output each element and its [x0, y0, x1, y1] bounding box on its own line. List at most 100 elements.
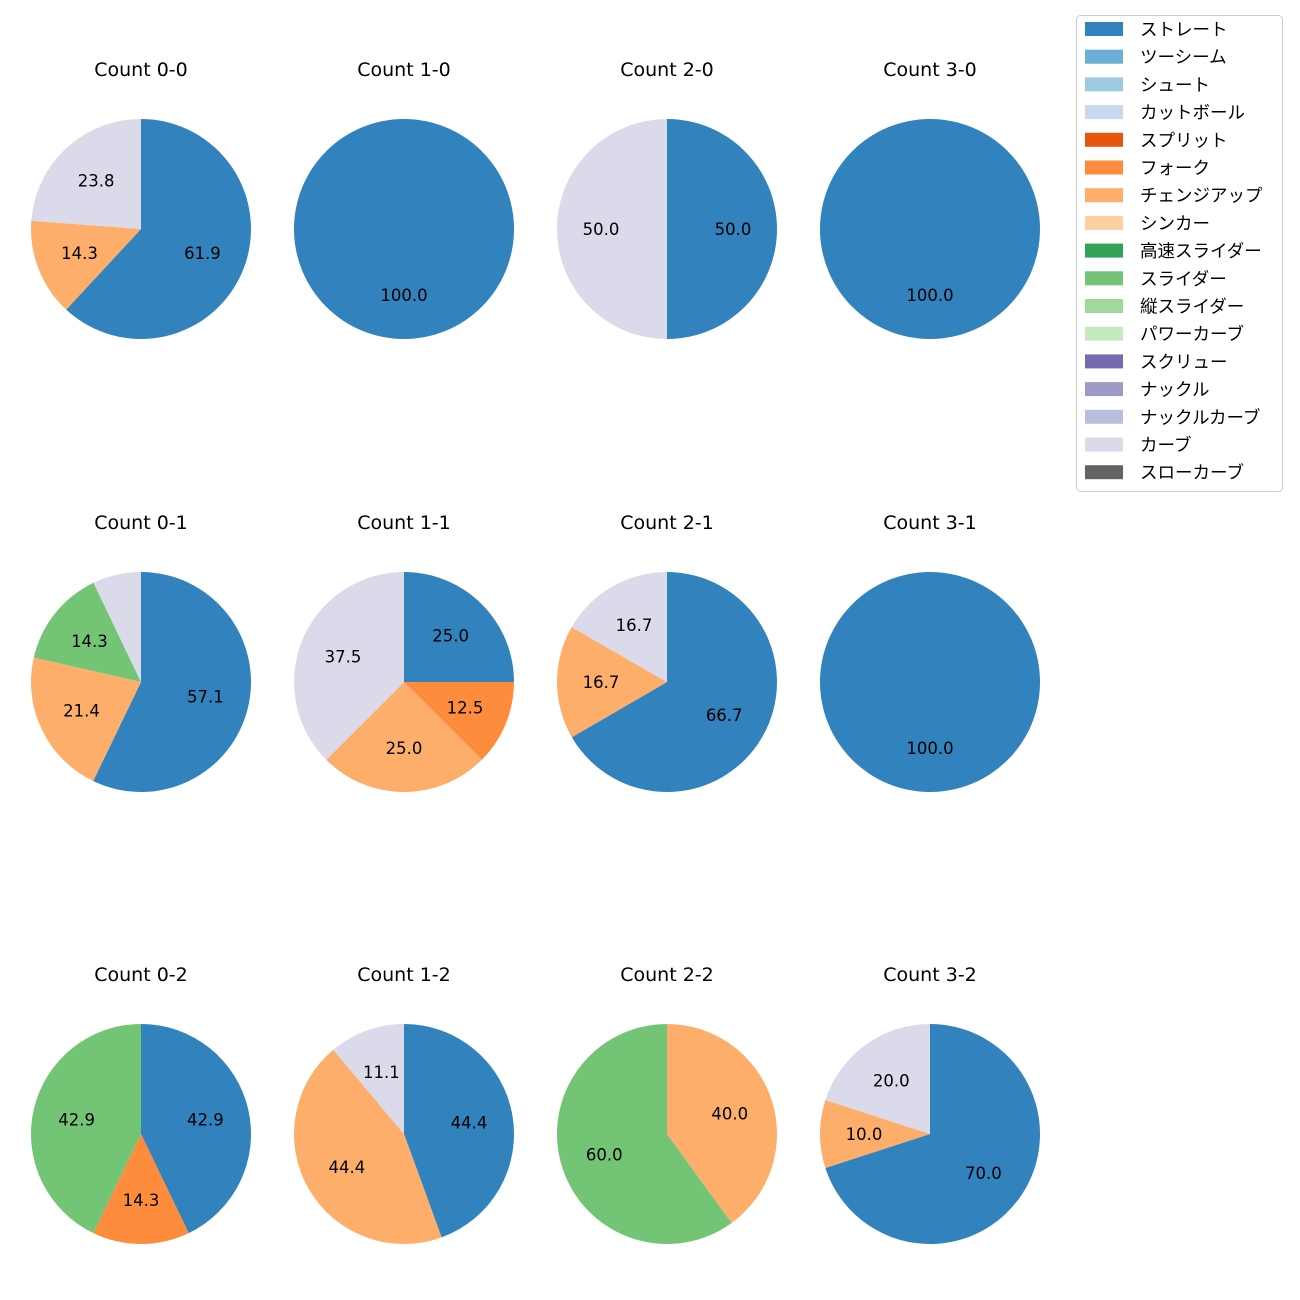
pie-slice	[31, 119, 142, 229]
legend-label: スローカーブ	[1140, 463, 1244, 484]
legend-swatch	[1085, 382, 1123, 397]
slice-label: 44.4	[451, 1114, 488, 1133]
legend-label: カーブ	[1140, 435, 1191, 456]
pie-slice	[93, 572, 252, 792]
slice-label: 100.0	[906, 286, 953, 305]
legend-label: スライダー	[1140, 270, 1227, 290]
pie-slice	[141, 1024, 252, 1234]
legend: ストレートツーシームシュートカットボールスプリットフォークチェンジアップシンカー…	[1076, 15, 1283, 492]
legend-label: チェンジアップ	[1140, 187, 1263, 207]
slice-label: 42.9	[58, 1110, 95, 1129]
pie-chart: Count 1-1 25.0 12.5 25.0 37.5	[294, 512, 514, 792]
legend-swatch	[1085, 77, 1123, 92]
legend-swatch	[1085, 22, 1123, 36]
legend-label: 縦スライダー	[1140, 298, 1244, 318]
chart-title: Count 2-1	[620, 512, 714, 534]
slice-label: 40.0	[711, 1105, 748, 1124]
legend-label: フォーク	[1140, 159, 1210, 179]
slice-label: 25.0	[432, 626, 469, 645]
slice-label: 42.9	[187, 1110, 224, 1129]
legend-swatch	[1085, 326, 1123, 341]
legend-label: ナックルカーブ	[1140, 407, 1260, 428]
slice-label: 70.0	[965, 1164, 1002, 1183]
slice-label: 50.0	[583, 220, 620, 239]
chart-title: Count 0-0	[94, 59, 188, 81]
legend-entry: ナックルカーブ	[1085, 407, 1260, 428]
pie-chart: Count 2-2 40.0 60.0	[557, 964, 778, 1244]
slice-label: 14.3	[61, 244, 98, 263]
legend-entry: チェンジアップ	[1085, 187, 1263, 207]
legend-entry: ナックル	[1085, 381, 1209, 401]
pie-slice	[820, 572, 1040, 792]
pie-slice	[820, 119, 1040, 339]
pie-slice	[404, 1024, 515, 1238]
pie-slice	[825, 1024, 1040, 1244]
legend-label: ストレート	[1140, 21, 1228, 41]
slice-label: 14.3	[123, 1191, 160, 1210]
pie-slice	[556, 627, 667, 738]
pie-chart: Count 2-0 50.0 50.0	[557, 59, 777, 339]
slice-label: 61.9	[184, 244, 221, 263]
legend-swatch	[1085, 437, 1123, 452]
legend-swatch	[1085, 409, 1123, 424]
pie-chart: Count 0-1 57.1 21.4 14.3	[31, 512, 252, 792]
legend-swatch	[1085, 299, 1123, 313]
pie-slice	[293, 1049, 442, 1245]
legend-swatch	[1085, 105, 1123, 120]
slice-label: 10.0	[846, 1125, 883, 1144]
legend-entry: スプリット	[1085, 131, 1228, 151]
slice-label: 44.4	[328, 1158, 365, 1177]
pie-slice	[571, 572, 777, 792]
pie-slice	[93, 572, 141, 682]
slice-label: 20.0	[873, 1072, 910, 1091]
legend-entry: 縦スライダー	[1085, 298, 1244, 318]
pie-chart: Count 3-1 100.0	[820, 512, 1040, 792]
slice-label: 60.0	[586, 1145, 623, 1164]
chart-title: Count 1-2	[357, 964, 451, 986]
slice-label: 50.0	[715, 220, 752, 239]
slice-label: 21.4	[63, 702, 100, 721]
legend-entry: カーブ	[1085, 435, 1191, 456]
slice-label: 14.3	[71, 632, 108, 651]
pie-chart: Count 3-2 70.0 10.0 20.0	[819, 964, 1040, 1244]
slice-label: 37.5	[325, 648, 362, 667]
slice-label: 23.8	[78, 172, 115, 191]
legend-label: スクリュー	[1140, 353, 1228, 373]
legend-swatch	[1085, 465, 1123, 480]
legend-swatch	[1085, 215, 1123, 230]
legend-entry: 高速スライダー	[1085, 242, 1262, 262]
legend-label: ツーシーム	[1140, 48, 1227, 68]
pie-slice	[333, 1024, 404, 1134]
chart-title: Count 3-2	[883, 964, 977, 986]
legend-entry: スライダー	[1085, 270, 1227, 290]
slice-label: 11.1	[363, 1063, 400, 1082]
pie-chart: Count 0-2 42.9 14.3 42.9	[30, 964, 252, 1245]
chart-title: Count 1-1	[357, 512, 451, 534]
legend-swatch	[1085, 271, 1123, 286]
legend-label: カットボール	[1140, 104, 1245, 124]
legend-entry: カットボール	[1085, 104, 1245, 124]
legend-label: ナックル	[1140, 381, 1209, 401]
pie-slice	[30, 1023, 141, 1234]
legend-entry: ストレート	[1085, 21, 1228, 41]
legend-swatch	[1085, 188, 1123, 203]
legend-entry: パワーカーブ	[1085, 324, 1244, 345]
legend-label: シンカー	[1140, 214, 1210, 234]
slice-label: 25.0	[386, 739, 423, 758]
chart-title: Count 2-0	[620, 59, 714, 81]
legend-label: 高速スライダー	[1140, 242, 1262, 262]
legend-label: スプリット	[1140, 131, 1228, 151]
pie-slice	[326, 682, 482, 792]
legend-entry: スクリュー	[1085, 353, 1228, 373]
pie-chart: Count 1-0 100.0	[294, 59, 514, 339]
chart-title: Count 3-0	[883, 59, 977, 81]
pie-slice	[571, 572, 667, 682]
pie-slice	[294, 572, 404, 760]
slice-label: 16.7	[583, 673, 620, 692]
slice-label: 66.7	[706, 706, 743, 725]
legend-frame	[1076, 15, 1283, 492]
pie-slice	[557, 1024, 732, 1244]
slice-label: 100.0	[906, 739, 953, 758]
pie-slice	[66, 119, 252, 339]
pie-chart: Count 0-0 61.9 14.3 23.8	[30, 59, 252, 339]
